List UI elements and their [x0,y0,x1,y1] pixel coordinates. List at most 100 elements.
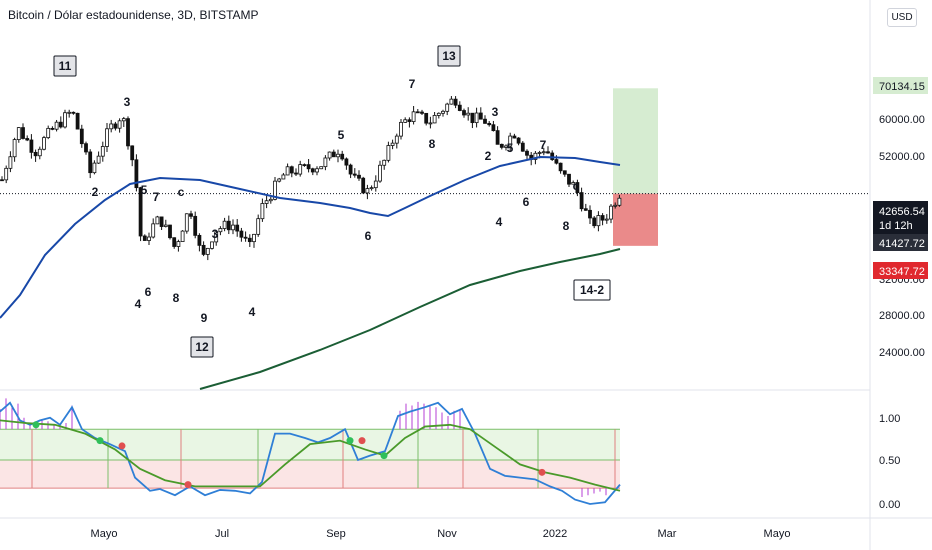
candle-body [46,127,51,139]
wave-label: 5 [507,141,514,155]
wave-label: 5 [141,183,148,197]
last-price-badge-bg [873,201,928,235]
candle-body [252,233,256,243]
candle-body [226,220,231,231]
candle-body [33,151,38,157]
candle-body [415,111,420,114]
candle-body [483,118,487,124]
candle-body [67,111,72,114]
candle-body [319,166,324,170]
candle-body [588,209,592,219]
wave-label: 9 [201,311,208,325]
candle-body [8,156,13,169]
candle-body [256,218,261,235]
osc-cross-dot [32,421,40,429]
candle-body [558,162,563,172]
candle-body [336,153,340,158]
osc-cross-dot [184,481,192,489]
stop-price-badge: 33347.72 [879,266,925,278]
last-price-badge: 42656.54 [879,206,925,218]
candle-body [260,203,265,220]
time-axis-tick: Nov [437,528,457,540]
candle-body [264,200,269,204]
candle-body [243,236,248,239]
candle-body [210,241,214,249]
wave-label: 5 [338,128,345,142]
osc-cross-dot [118,442,126,450]
price-axis-tick: 52000.00 [879,151,925,163]
candle-body [613,204,618,207]
candle-body [525,150,529,156]
candle-body [504,145,508,148]
candle-body [42,137,46,150]
candle-body [378,164,382,182]
candle-body [520,142,525,152]
candle-body [197,234,202,246]
wave-label: 4 [135,297,142,311]
currency-button[interactable]: USD [887,8,917,27]
candle-body [25,138,30,141]
candle-body [457,104,462,111]
candle-body [449,98,454,105]
candle-body [281,174,286,180]
candle-body [92,162,97,174]
candle-body [180,230,185,242]
candle-body [491,124,496,132]
candle-body [289,166,294,174]
oscillator-layer [0,398,621,505]
wave-label: 3 [212,227,219,241]
candle-body [239,230,244,238]
wave-count-box-label: 11 [59,59,72,73]
candle-body [147,236,151,241]
candle-body [294,172,298,175]
candle-body [159,216,164,227]
candle-body [550,152,555,160]
candle-body [71,111,76,114]
candle-body [516,137,521,144]
candle-body [88,151,93,174]
candle-body [541,151,546,154]
candle-body [583,208,588,211]
stop-price-badge-bg [873,262,928,279]
candle-body [277,178,282,182]
price-axis-tick: 28000.00 [879,310,925,322]
candle-body [50,127,55,130]
wave-label: 7 [409,77,416,91]
osc-axis-tick: 0.00 [879,499,900,511]
background-layer [613,88,658,246]
wave-label: c [178,185,185,199]
candle-body [16,127,21,140]
wave-label: 2 [92,185,99,199]
candle-body [323,157,328,168]
candle-body [609,205,613,220]
time-axis-tick: Mayo [91,528,118,540]
wave-label: c [573,179,580,193]
candle-body [310,168,315,173]
candle-body [562,170,567,175]
wave-label: 8 [563,219,570,233]
wave-label: 6 [145,285,152,299]
target-price-badge-bg [873,77,928,94]
candle-body [75,112,80,130]
candle-body [369,187,374,190]
candle-body [365,188,370,194]
candle-body [113,123,118,129]
ma-value-badge: 41427.72 [879,238,925,250]
candle-body [390,142,395,146]
candle-body [163,224,168,227]
wave-label: 7 [540,138,547,152]
candle-body [554,159,559,164]
candle-body [592,217,597,227]
candle-body [512,135,517,139]
candle-body [138,187,143,237]
candle-body [151,223,156,238]
wave-count-box [437,45,461,67]
moving-averages-layer [0,155,621,390]
wave-label: 8 [173,291,180,305]
candle-body [214,231,219,243]
candle-body [231,224,235,231]
candle-body [298,164,303,175]
candle-body [130,145,135,161]
